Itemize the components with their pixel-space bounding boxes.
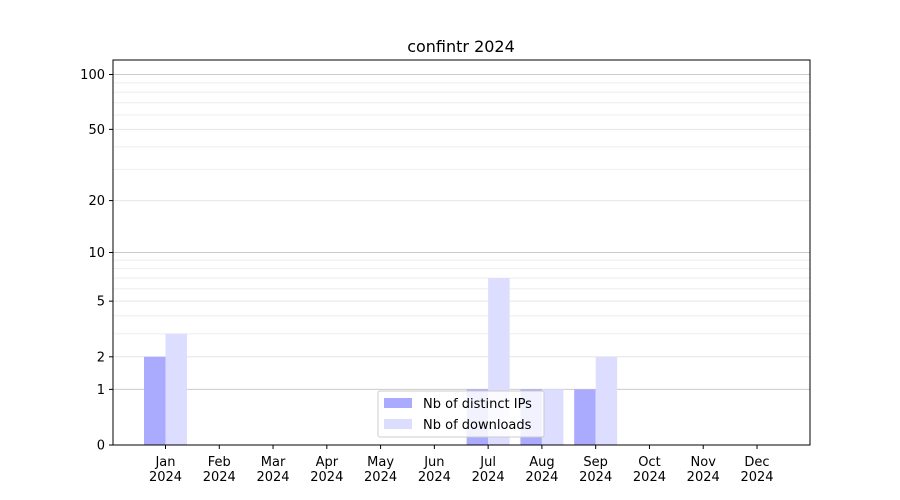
x-tick-label: Nov 2024 [687, 455, 720, 485]
bar-ips [574, 389, 596, 445]
x-tick-label: Jun 2024 [418, 455, 451, 485]
x-tick-label: Jan 2024 [149, 455, 182, 485]
grid-lines [113, 74, 810, 390]
y-tick-label: 20 [88, 194, 105, 209]
y-tick-label: 10 [88, 246, 105, 261]
y-tick-label: 5 [97, 295, 105, 310]
x-tick-label: Feb 2024 [203, 455, 236, 485]
x-tick-label: Oct 2024 [633, 455, 666, 485]
legend-swatch-ips [384, 398, 412, 408]
bar-downloads [595, 356, 618, 445]
x-tick-label: Mar 2024 [256, 455, 289, 485]
bar-downloads [541, 389, 564, 445]
x-tick-label: Sep 2024 [579, 455, 612, 485]
chart-title: confintr 2024 [407, 37, 515, 56]
bar-ips [144, 356, 166, 445]
x-tick-label: Aug 2024 [525, 455, 558, 485]
y-tick-label: 0 [97, 439, 105, 454]
x-axis: Jan 2024 Feb 2024 Mar 2024 Apr 2024 May 2024 Jun 20… [149, 445, 774, 485]
legend-swatch-downloads [384, 419, 412, 429]
legend-label-ips: Nb of distinct IPs [423, 397, 532, 412]
x-tick-label: Apr 2024 [310, 455, 343, 485]
y-axis: 0 1 2 5 10 20 50 100 [80, 68, 113, 454]
y-tick-label: 50 [88, 123, 105, 138]
y-tick-label: 1 [97, 383, 105, 398]
x-tick-label: Dec 2024 [740, 455, 773, 485]
bar-downloads [165, 333, 187, 445]
y-tick-label: 2 [97, 350, 105, 365]
legend: Nb of distinct IPs Nb of downloads [377, 390, 545, 438]
x-tick-label: Jul 2024 [472, 455, 505, 485]
y-tick-label: 100 [80, 68, 105, 83]
x-tick-label: May 2024 [364, 455, 397, 485]
legend-box [377, 390, 545, 438]
legend-label-downloads: Nb of downloads [423, 418, 532, 433]
